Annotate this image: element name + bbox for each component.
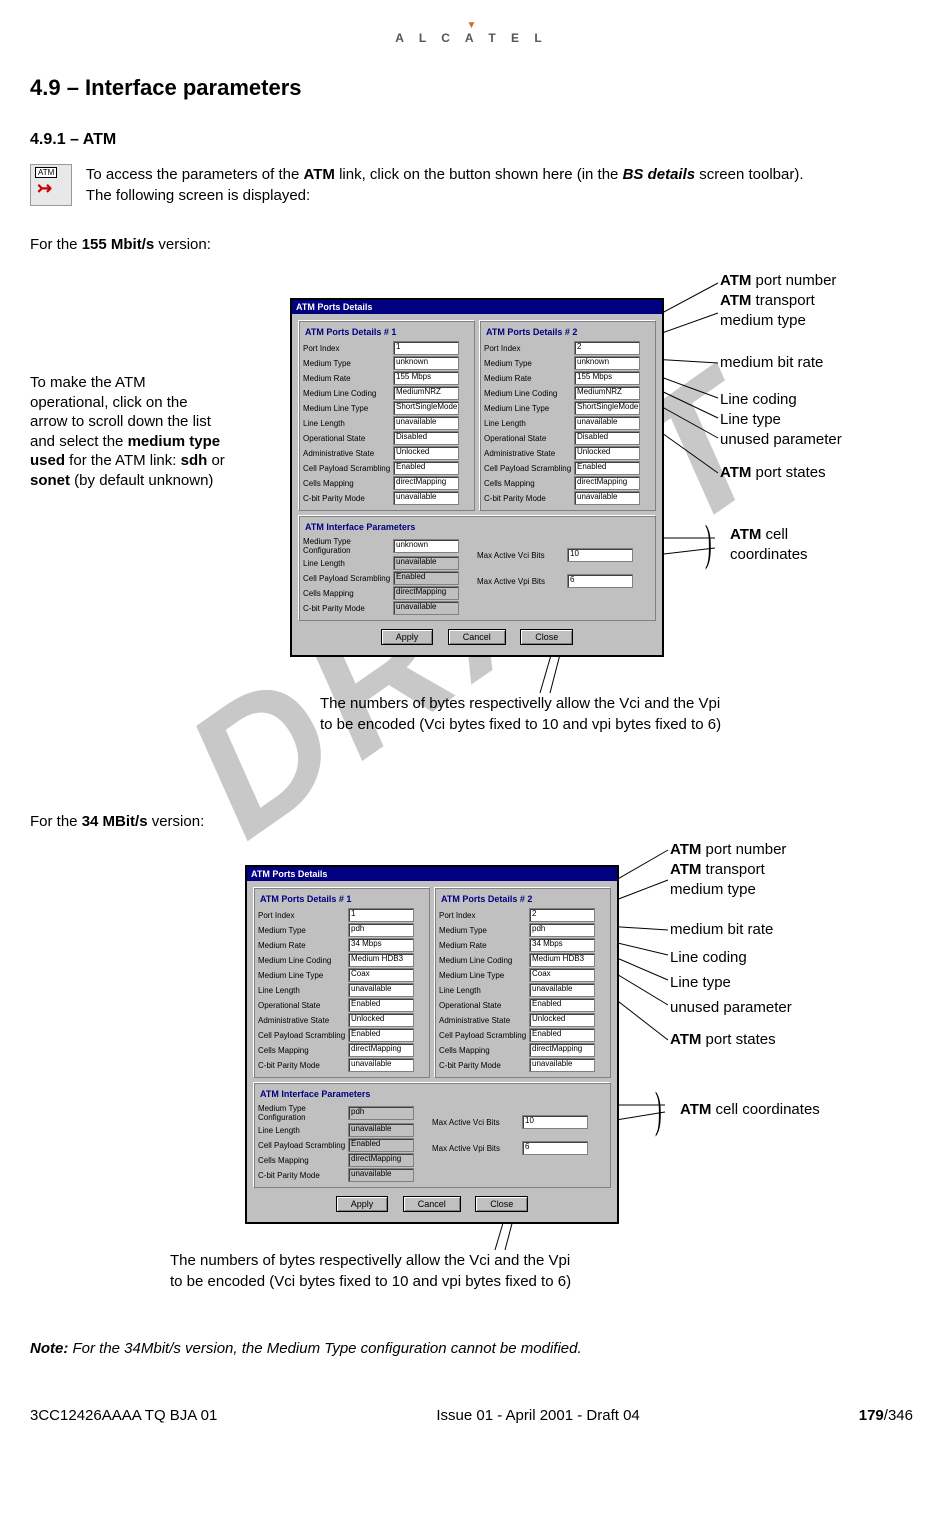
window-title: ATM Ports Details	[292, 300, 662, 314]
version-155-label: For the 155 Mbit/s version:	[30, 236, 913, 253]
apply-button[interactable]: Apply	[381, 629, 434, 645]
callout-line-type: Line type	[670, 973, 731, 993]
callout-port-states: ATM port states	[720, 463, 826, 483]
atm-icon: ATM ↣	[30, 164, 72, 206]
atm-window-155: ATM Ports Details ATM Ports Details # 1 …	[290, 298, 664, 657]
callout-port-number: ATM port number	[670, 840, 786, 860]
figure-155: To make the ATM operational, click on th…	[30, 263, 913, 783]
apply-button[interactable]: Apply	[336, 1196, 389, 1212]
figure-34: ATM port number ATM transportmedium type…	[30, 840, 913, 1320]
close-button[interactable]: Close	[520, 629, 573, 645]
callout-port-number: ATM port number	[720, 271, 836, 291]
callout-port-states: ATM port states	[670, 1030, 776, 1050]
callout-cell-coords: ATM cellcoordinates	[730, 525, 808, 564]
callout-cell-coords: ATM cell coordinates	[680, 1100, 820, 1120]
atm-window-34: ATM Ports Details ATM Ports Details # 1 …	[245, 865, 619, 1224]
intro-text: To access the parameters of the ATM link…	[86, 164, 866, 206]
cancel-button[interactable]: Cancel	[448, 629, 506, 645]
callout-transport-medium: ATM transportmedium type	[670, 860, 765, 899]
window-title: ATM Ports Details	[247, 867, 617, 881]
close-button[interactable]: Close	[475, 1196, 528, 1212]
left-callout: To make the ATM operational, click on th…	[30, 373, 300, 490]
heading-2: 4.9.1 – ATM	[30, 131, 913, 149]
footer-left: 3CC12426AAAA TQ BJA 01	[30, 1407, 217, 1424]
callout-line-coding: Line coding	[670, 948, 747, 968]
footer-page: 179/346	[859, 1407, 913, 1424]
callout-unused: unused parameter	[720, 430, 842, 450]
cancel-button[interactable]: Cancel	[403, 1196, 461, 1212]
note: Note: For the 34Mbit/s version, the Medi…	[30, 1340, 913, 1357]
callout-bit-rate: medium bit rate	[670, 920, 773, 940]
version-34-label: For the 34 MBit/s version:	[30, 813, 913, 830]
below-text-2: The numbers of bytes respectivelly allow…	[170, 1250, 571, 1292]
callout-transport-medium: ATM transportmedium type	[720, 291, 815, 330]
heading-1: 4.9 – Interface parameters	[30, 75, 913, 101]
callout-unused: unused parameter	[670, 998, 792, 1018]
logo: ▼ A L C A T E L	[30, 20, 913, 45]
footer-mid: Issue 01 - April 2001 - Draft 04	[436, 1407, 639, 1424]
callout-line-type: Line type	[720, 410, 781, 430]
below-text-1: The numbers of bytes respectivelly allow…	[320, 693, 721, 735]
callout-line-coding: Line coding	[720, 390, 797, 410]
callout-bit-rate: medium bit rate	[720, 353, 823, 373]
footer: 3CC12426AAAA TQ BJA 01 Issue 01 - April …	[30, 1407, 913, 1424]
